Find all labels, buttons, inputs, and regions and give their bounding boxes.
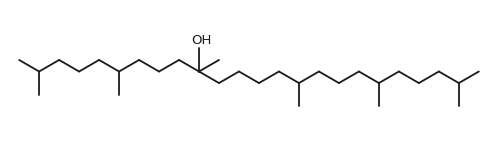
Text: OH: OH bbox=[191, 34, 212, 47]
